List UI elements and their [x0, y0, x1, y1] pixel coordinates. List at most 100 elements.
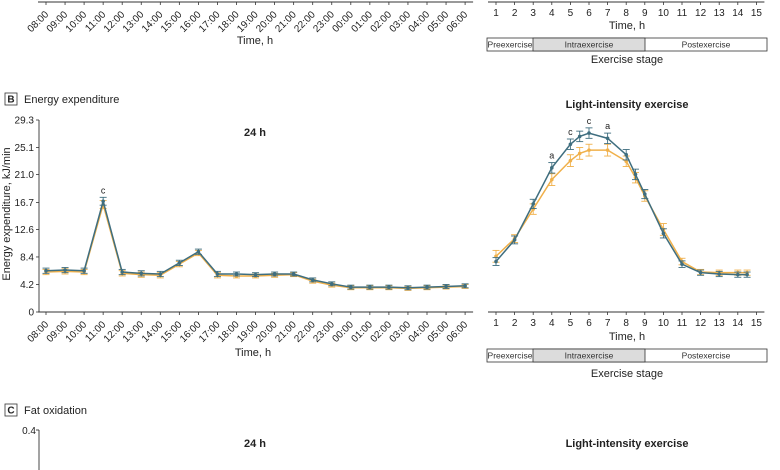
top-stage-intra-box	[532, 37, 646, 52]
b-right-series-0-point	[568, 142, 573, 147]
b-right-x-tick-label: 11	[677, 318, 688, 329]
b-left-y-tick-label: 4.2	[20, 280, 34, 291]
b-left-y-tick-label: 12.6	[15, 225, 35, 236]
b-exercise-stage-bar: Preexercise Intraexercise Postexercise	[486, 348, 768, 363]
b-right-x-tick-label: 13	[714, 318, 726, 329]
top-right-x-tick-label: 7	[605, 8, 611, 19]
top-right-x-tick-label: 2	[512, 8, 518, 19]
top-right-x-tick-label: 5	[568, 8, 574, 19]
c-right-subtitle: Light-intensity exercise	[566, 438, 689, 450]
top-exercise-stage-bar: Preexercise Intraexercise Postexercise	[486, 37, 768, 52]
b-left-series-0-point	[177, 261, 182, 265]
b-right-x-tick-label: 6	[586, 318, 592, 329]
b-stage-post-label: Postexercise	[682, 351, 731, 361]
top-left-x-label: Time, h	[237, 35, 273, 47]
top-right-x-tick-label: 4	[549, 8, 555, 19]
b-right-x-tick-label: 2	[512, 318, 518, 329]
top-right-x-axis: 1 2 3 4 5 6 7 8 9 10 11 12 13 14 15	[488, 1, 765, 19]
b-left-series-0-point	[387, 285, 391, 289]
b-left-series-0-point	[101, 199, 105, 204]
b-right-significance-mark: a	[549, 151, 554, 161]
panel-b-letter-box	[4, 92, 18, 106]
b-right-series-0-point	[512, 238, 517, 242]
b-right-x-tick-label: 4	[549, 318, 555, 329]
b-right-series-1-line	[495, 149, 748, 274]
b-right-series-0-point	[531, 202, 535, 206]
b-right-series-0-point	[643, 192, 647, 196]
b-left-x-tick-label: 10:00	[64, 319, 90, 345]
b-right-series-0-point	[717, 272, 721, 276]
b-right-x-tick-label: 3	[530, 318, 536, 329]
b-right-x-tick-label: 1	[493, 318, 499, 329]
b-right-series-1-point	[605, 148, 610, 152]
b-right-x-tick-label: 5	[568, 318, 574, 329]
top-exercise-stage-label: Exercise stage	[591, 54, 663, 66]
b-right-series-0-point	[587, 131, 591, 135]
b-left-series-0-point	[120, 270, 124, 274]
panel-c-letter-box	[4, 403, 18, 417]
panel-c-title: Fat oxidation	[24, 405, 87, 417]
top-right-x-tick-label: 8	[623, 8, 629, 19]
b-right-x-tick-label: 14	[732, 318, 744, 329]
b-stage-intra-box	[532, 348, 646, 363]
top-right-x-tick-label: 10	[658, 8, 670, 19]
top-right-x-tick-label: 12	[695, 8, 707, 19]
b-right-x-tick-label: 12	[695, 318, 707, 329]
top-right-x-tick-label: 15	[751, 8, 763, 19]
b-left-series-0-point	[349, 285, 353, 289]
b-right-significance-mark: a	[605, 121, 610, 131]
b-right-x-tick-label: 15	[751, 318, 763, 329]
top-right-x-tick-label: 14	[732, 8, 744, 19]
b-stage-intra-label: Intraexercise	[565, 351, 614, 361]
b-left-series-0-point	[406, 285, 410, 290]
panel-c-letter: C	[7, 406, 14, 417]
b-left-y-tick-label: 25.1	[15, 143, 35, 154]
panel-b-letter: B	[7, 95, 14, 106]
b-left-y-tick-label: 21.0	[15, 170, 35, 181]
b-left-series-0-point	[425, 285, 429, 289]
b-left-series-0-point	[444, 284, 448, 289]
b-left-series-0-point	[215, 272, 220, 276]
b-right-series-1-point	[568, 158, 573, 163]
top-right-x-tick-label: 11	[677, 8, 688, 19]
b-right-series-0-point	[577, 134, 582, 139]
b-left-series-0-point	[158, 272, 163, 276]
b-right-series-0-point	[736, 272, 740, 277]
b-left-y-tick-label: 29.3	[15, 116, 35, 127]
b-right-series-0-point	[698, 270, 703, 275]
b-left-series-0-point	[196, 249, 201, 254]
b-left-y-tick-label: 16.7	[15, 198, 35, 209]
top-stage-pre-label: Preexercise	[488, 40, 533, 50]
top-right-x-tick-label: 3	[530, 8, 536, 19]
b-right-series-0-point	[605, 136, 610, 141]
top-right-x-tick-label: 9	[642, 8, 648, 19]
c-left-subtitle: 24 h	[244, 438, 266, 450]
b-right-series-1-point	[550, 177, 554, 182]
b-right-series-0-point	[680, 262, 684, 266]
b-right-x-tick-label: 9	[642, 318, 648, 329]
b-left-series-0-point	[253, 272, 258, 277]
b-exercise-stage-label: Exercise stage	[591, 368, 663, 380]
b-left-x-label: Time, h	[235, 347, 271, 359]
b-left-subtitle: 24 h	[244, 127, 266, 139]
b-left-series-0-point	[329, 282, 334, 286]
b-right-significance-mark: c	[568, 127, 573, 137]
top-right-x-label: Time, h	[609, 20, 645, 32]
b-right-series-0-point	[745, 272, 749, 277]
b-left-y-tick-label: 0	[28, 308, 34, 319]
b-left-series-0-point	[82, 268, 86, 273]
top-left-x-axis: 08:0009:0010:0011:0012:0013:0014:0015:00…	[26, 1, 474, 35]
b-left-series-0-point	[272, 272, 277, 276]
top-stage-post-label: Postexercise	[682, 40, 731, 50]
b-left-x-tick-label: 06:00	[445, 319, 471, 345]
b-right-subtitle: Light-intensity exercise	[566, 99, 689, 111]
top-right-x-tick-label: 6	[586, 8, 592, 19]
b-left-series-0-point	[44, 268, 48, 273]
b-right-series-0-point	[624, 152, 628, 157]
b-left-series-0-point	[291, 272, 296, 276]
c-left-y-tick: 0.4	[22, 426, 36, 437]
b-right-series-1-point	[577, 151, 582, 156]
b-left-series-0-point	[368, 285, 372, 289]
